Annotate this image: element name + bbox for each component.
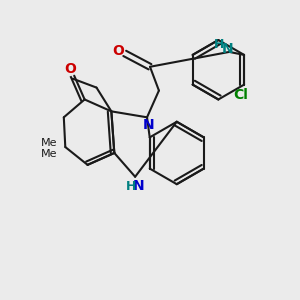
Text: H: H [214, 38, 224, 51]
Text: Cl: Cl [234, 88, 249, 102]
Text: O: O [112, 44, 124, 58]
Text: N: N [222, 42, 234, 56]
Text: N: N [133, 179, 145, 193]
Text: O: O [64, 62, 76, 76]
Text: Me: Me [41, 138, 57, 148]
Text: H: H [125, 180, 136, 193]
Text: Me: Me [41, 149, 57, 160]
Text: N: N [143, 118, 154, 132]
